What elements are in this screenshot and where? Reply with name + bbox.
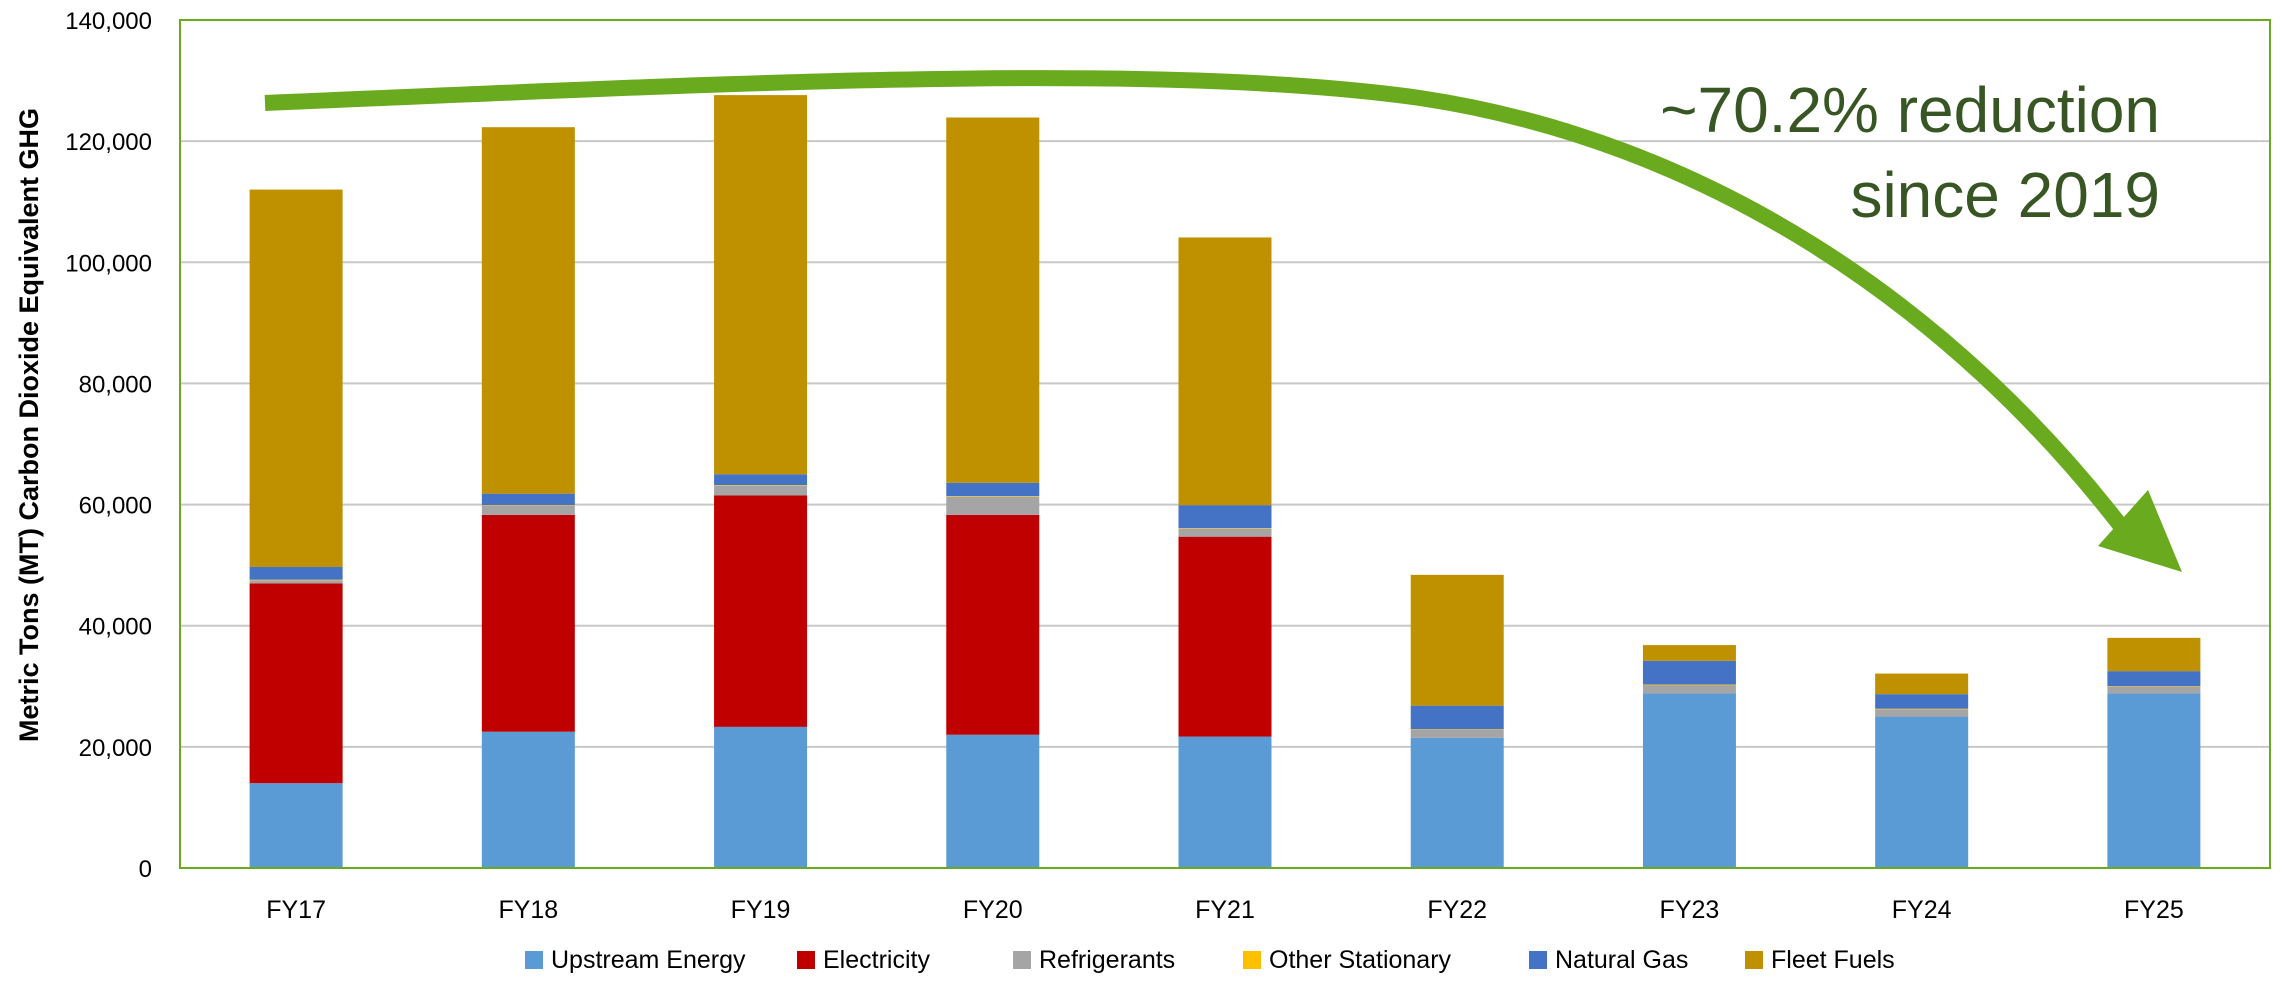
y-tick-label: 0 — [139, 856, 152, 883]
bar-segment-fleet-fuels — [249, 189, 343, 567]
bar-segment-upstream-energy — [1178, 736, 1272, 868]
bar-segment-natural-gas — [946, 482, 1040, 497]
legend-label: Electricity — [823, 946, 930, 974]
reduction-annotation: ~70.2% reduction since 2019 — [1660, 74, 2160, 231]
bar-segment-upstream-energy — [1410, 737, 1504, 868]
bar-segment-natural-gas — [1642, 660, 1736, 685]
x-tick-label: FY17 — [266, 896, 326, 924]
bar-segment-other-stationary — [714, 485, 808, 486]
x-tick-label: FY24 — [1892, 896, 1952, 924]
bar-segment-refrigerants — [481, 505, 575, 515]
y-tick-label: 60,000 — [79, 493, 152, 520]
legend: Upstream Energy Electricity Refrigerants Ot… — [525, 946, 1895, 974]
y-axis-label: Metric Tons (MT) Carbon Dioxide Equivale… — [14, 108, 44, 742]
bar-segment-fleet-fuels — [1642, 645, 1736, 661]
arrow-head — [2098, 490, 2182, 572]
x-axis-tick-labels: FY17 FY18 FY19 FY20 FY21 FY22 FY23 FY24 FY25 — [266, 896, 2184, 924]
bar-segment-other-stationary — [2107, 686, 2201, 687]
bar-segment-refrigerants — [714, 485, 808, 496]
bar-segment-natural-gas — [714, 474, 808, 486]
bars — [249, 95, 2201, 868]
bar-segment-electricity — [714, 495, 808, 727]
bar-segment-other-stationary — [249, 579, 343, 581]
y-tick-label: 80,000 — [79, 371, 152, 398]
legend-item-natural-gas: Natural Gas — [1529, 946, 1688, 974]
y-tick-label: 20,000 — [79, 735, 152, 762]
bar-segment-upstream-energy — [1875, 716, 1969, 868]
bar-segment-fleet-fuels — [714, 95, 808, 475]
bar-segment-electricity — [249, 583, 343, 784]
legend-item-electricity: Electricity — [797, 946, 930, 974]
bar-segment-refrigerants — [1178, 528, 1272, 537]
reduction-arrow — [264, 70, 2182, 572]
bar-segment-other-stationary — [946, 496, 1040, 497]
y-tick-label: 100,000 — [65, 250, 152, 277]
bar-segment-natural-gas — [1178, 505, 1272, 529]
x-tick-label: FY23 — [1660, 896, 1720, 924]
bar-segment-natural-gas — [1875, 694, 1969, 709]
x-tick-label: FY21 — [1195, 896, 1255, 924]
bar-segment-natural-gas — [2107, 671, 2201, 687]
bar-segment-refrigerants — [1642, 685, 1736, 694]
legend-swatch — [1529, 951, 1547, 969]
bar-segment-refrigerants — [1410, 729, 1504, 738]
bar-segment-upstream-energy — [714, 726, 808, 868]
legend-label: Upstream Energy — [551, 946, 746, 974]
bar-segment-other-stationary — [1875, 708, 1969, 710]
legend-swatch — [797, 951, 815, 969]
bar-segment-natural-gas — [481, 493, 575, 506]
bar-segment-other-stationary — [1410, 729, 1504, 730]
plot-frame — [179, 19, 2271, 869]
bar-segment-other-stationary — [481, 505, 575, 506]
legend-item-other-stationary: Other Stationary — [1243, 946, 1452, 974]
annotation-line: since 2019 — [1850, 159, 2160, 231]
legend-swatch — [1013, 951, 1031, 969]
bar-segment-fleet-fuels — [481, 127, 575, 494]
y-axis-tick-labels: 0 20,000 40,000 60,000 80,000 100,000 120,000 1… — [65, 8, 152, 883]
bar-segment-refrigerants — [1875, 709, 1969, 717]
bar-segment-upstream-energy — [2107, 693, 2201, 868]
bar-segment-refrigerants — [946, 496, 1040, 515]
y-tick-label: 140,000 — [65, 8, 152, 35]
bar-segment-fleet-fuels — [946, 117, 1040, 483]
x-tick-label: FY25 — [2124, 896, 2184, 924]
bar-segment-upstream-energy — [946, 734, 1040, 868]
bar-segment-fleet-fuels — [2107, 637, 2201, 672]
bar-segment-natural-gas — [1410, 705, 1504, 730]
bar-segment-upstream-energy — [1642, 693, 1736, 868]
legend-item-fleet-fuels: Fleet Fuels — [1745, 946, 1895, 974]
x-tick-label: FY19 — [731, 896, 791, 924]
plot-border — [179, 19, 2271, 869]
legend-label: Fleet Fuels — [1771, 946, 1895, 974]
legend-label: Natural Gas — [1555, 946, 1688, 974]
bar-segment-other-stationary — [1642, 684, 1736, 686]
bar-segment-natural-gas — [249, 566, 343, 580]
bar-segment-upstream-energy — [481, 731, 575, 868]
legend-swatch — [1745, 951, 1763, 969]
legend-label: Other Stationary — [1269, 946, 1452, 974]
bar-segment-electricity — [946, 514, 1040, 735]
arrow-shaft — [264, 70, 2137, 543]
x-tick-label: FY18 — [498, 896, 558, 924]
bar-segment-refrigerants — [249, 580, 343, 584]
legend-swatch — [525, 951, 543, 969]
bar-segment-upstream-energy — [249, 783, 343, 868]
bar-segment-other-stationary — [1178, 528, 1272, 529]
legend-label: Refrigerants — [1039, 946, 1175, 974]
annotation-line: ~70.2% reduction — [1660, 74, 2160, 146]
bar-segment-fleet-fuels — [1178, 237, 1272, 506]
y-tick-label: 120,000 — [65, 129, 152, 156]
x-tick-label: FY20 — [963, 896, 1023, 924]
y-tick-label: 40,000 — [79, 614, 152, 641]
bar-segment-electricity — [1178, 536, 1272, 737]
bar-segment-fleet-fuels — [1410, 574, 1504, 706]
bar-segment-refrigerants — [2107, 686, 2201, 694]
bar-segment-fleet-fuels — [1875, 673, 1969, 695]
legend-swatch — [1243, 951, 1261, 969]
bar-segment-electricity — [481, 514, 575, 732]
legend-item-refrigerants: Refrigerants — [1013, 946, 1175, 974]
legend-item-upstream-energy: Upstream Energy — [525, 946, 746, 974]
x-tick-label: FY22 — [1427, 896, 1487, 924]
